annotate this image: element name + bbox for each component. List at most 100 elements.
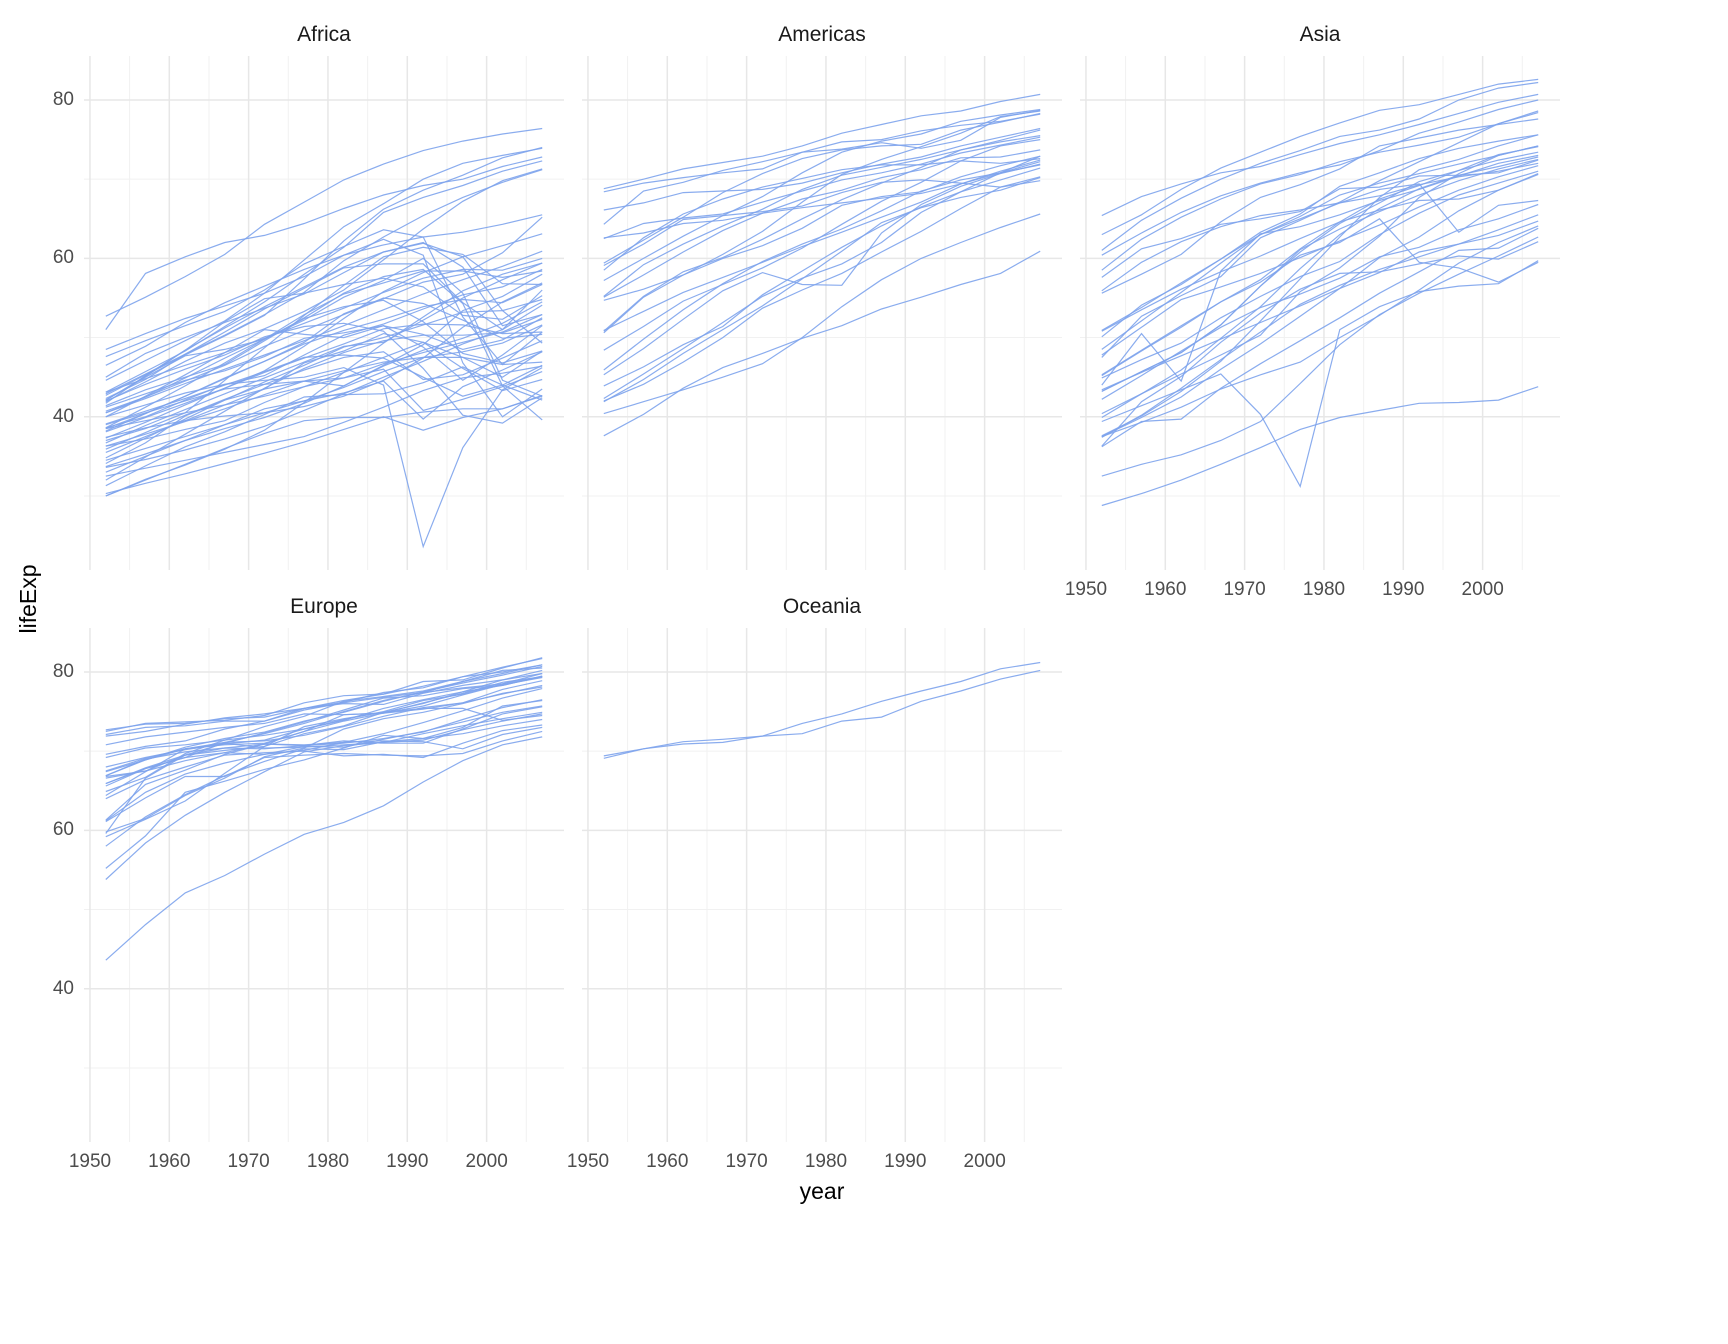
line-mauritius bbox=[105, 156, 543, 330]
line-chile bbox=[603, 110, 1041, 301]
y-tick-label: 60 bbox=[52, 247, 74, 269]
line-korea-rep bbox=[1101, 110, 1539, 358]
y-tick-label: 40 bbox=[52, 405, 74, 427]
line-lebanon bbox=[1101, 162, 1539, 292]
line-ghana bbox=[105, 257, 543, 393]
line-uruguay bbox=[603, 127, 1041, 211]
line-peru bbox=[603, 167, 1041, 387]
line-united-kingdom bbox=[105, 676, 543, 759]
facet-title-europe: Europe bbox=[290, 595, 358, 618]
line-romania bbox=[105, 730, 543, 823]
x-tick-label: 2000 bbox=[963, 1151, 1006, 1172]
line-portugal bbox=[105, 686, 543, 833]
line-swaziland bbox=[105, 268, 543, 421]
line-india bbox=[1101, 220, 1539, 438]
line-singapore bbox=[1101, 99, 1539, 256]
facet-panel-europe bbox=[84, 628, 564, 1142]
y-axis-title: lifeExp bbox=[15, 564, 41, 634]
line-australia bbox=[603, 661, 1041, 759]
facet-americas: Americas bbox=[582, 23, 1062, 570]
line-bahrain bbox=[1101, 134, 1539, 331]
line-montenegro bbox=[105, 707, 543, 838]
line-guinea bbox=[105, 289, 543, 468]
line-togo bbox=[105, 270, 543, 429]
line-trinidad-and-tobago bbox=[603, 179, 1041, 267]
line-guatemala bbox=[603, 176, 1041, 402]
line-madagascar bbox=[105, 262, 543, 444]
facet-panel-oceania bbox=[582, 628, 1062, 1142]
line-poland bbox=[105, 706, 543, 821]
line-vietnam bbox=[1101, 145, 1539, 415]
line-senegal bbox=[105, 233, 543, 439]
line-argentina bbox=[603, 136, 1041, 240]
x-tick-label: 1970 bbox=[1223, 579, 1266, 600]
y-tick-label: 80 bbox=[52, 660, 74, 682]
line-gambia bbox=[105, 262, 543, 497]
line-namibia bbox=[105, 241, 543, 404]
line-jamaica bbox=[603, 158, 1041, 271]
x-tick-label: 1960 bbox=[1144, 579, 1187, 600]
line-dominican-republic bbox=[603, 161, 1041, 371]
x-tick-label: 1980 bbox=[306, 1151, 350, 1172]
line-serbia bbox=[105, 718, 543, 847]
line-congo-dem-rep bbox=[105, 354, 543, 425]
line-cuba bbox=[603, 112, 1041, 264]
x-tick-label: 1990 bbox=[386, 1151, 429, 1172]
line-rwanda bbox=[105, 366, 543, 549]
line-gabon bbox=[105, 246, 543, 442]
line-tunisia bbox=[105, 147, 543, 381]
line-kuwait bbox=[1101, 118, 1539, 294]
line-sudan bbox=[105, 268, 543, 429]
line-zambia bbox=[105, 322, 543, 424]
line-oman bbox=[1101, 134, 1539, 437]
line-china bbox=[1101, 154, 1539, 386]
x-tick-label: 1960 bbox=[148, 1151, 191, 1172]
line-japan bbox=[1101, 78, 1539, 236]
line-comoros bbox=[105, 216, 543, 412]
line-afghanistan bbox=[1101, 386, 1539, 507]
line-pakistan bbox=[1101, 214, 1539, 391]
line-france bbox=[105, 665, 543, 773]
series-lines bbox=[603, 93, 1041, 437]
line-somalia bbox=[105, 351, 543, 473]
x-tick-label: 2000 bbox=[1461, 579, 1504, 600]
x-tick-label: 1950 bbox=[566, 1151, 610, 1172]
line-israel bbox=[1101, 93, 1539, 217]
line-chad bbox=[105, 323, 543, 433]
line-cote-d-ivoire bbox=[105, 299, 543, 414]
facet-panel-africa bbox=[84, 56, 564, 570]
x-tick-label: 1970 bbox=[227, 1151, 270, 1172]
series-lines bbox=[105, 657, 543, 961]
x-tick-label: 1980 bbox=[1302, 579, 1346, 600]
line-haiti bbox=[603, 250, 1041, 437]
series-lines bbox=[603, 661, 1041, 759]
line-honduras bbox=[603, 177, 1041, 403]
line-lesotho bbox=[105, 257, 543, 401]
line-syria bbox=[1101, 146, 1539, 377]
facet-asia: Asia 1950 1960 1970 1980 1990 2000 bbox=[1065, 23, 1560, 600]
y-tick-label: 60 bbox=[52, 819, 74, 841]
line-mongolia bbox=[1101, 203, 1539, 400]
line-myanmar bbox=[1101, 241, 1539, 447]
line-philippines bbox=[1101, 165, 1539, 356]
line-canada bbox=[603, 93, 1041, 190]
line-ireland bbox=[105, 680, 543, 777]
line-nepal bbox=[1101, 227, 1539, 448]
x-tick-label: 1950 bbox=[68, 1151, 112, 1172]
facet-panel-asia bbox=[1080, 56, 1560, 570]
line-uganda bbox=[105, 325, 543, 418]
line-sao-tome-and-principe bbox=[105, 214, 543, 366]
line-norway bbox=[105, 669, 543, 731]
line-panama bbox=[603, 135, 1041, 297]
x-tick-label: 1950 bbox=[1064, 579, 1108, 600]
line-botswana bbox=[105, 229, 543, 366]
line-west-bank-and-gaza bbox=[1101, 151, 1539, 392]
line-venezuela bbox=[603, 149, 1041, 298]
line-united-states bbox=[603, 113, 1041, 193]
line-colombia bbox=[603, 155, 1041, 334]
line-taiwan bbox=[1101, 112, 1539, 271]
line-nigeria bbox=[105, 356, 543, 447]
x-tick-label: 2000 bbox=[465, 1151, 508, 1172]
x-tick-label: 1960 bbox=[646, 1151, 689, 1172]
